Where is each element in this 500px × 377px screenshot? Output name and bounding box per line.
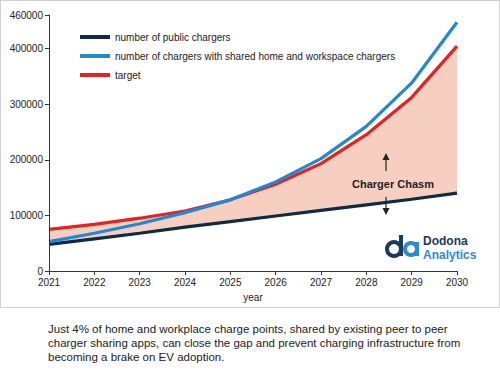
svg-text:Analytics: Analytics — [423, 248, 477, 262]
svg-text:2028: 2028 — [355, 277, 378, 288]
svg-text:400000: 400000 — [10, 43, 44, 54]
svg-text:number of public chargers: number of public chargers — [115, 32, 231, 43]
svg-text:target: target — [115, 70, 141, 81]
svg-text:2021: 2021 — [38, 277, 61, 288]
svg-text:460000: 460000 — [10, 10, 44, 21]
svg-text:2029: 2029 — [401, 277, 424, 288]
svg-text:2023: 2023 — [129, 277, 152, 288]
svg-text:year: year — [243, 292, 263, 303]
svg-text:Charger Chasm: Charger Chasm — [352, 178, 434, 190]
svg-text:2025: 2025 — [219, 277, 242, 288]
svg-text:2026: 2026 — [265, 277, 288, 288]
svg-text:100000: 100000 — [10, 210, 44, 221]
svg-text:2027: 2027 — [310, 277, 333, 288]
svg-text:0: 0 — [37, 266, 43, 277]
svg-text:2024: 2024 — [174, 277, 197, 288]
svg-text:200000: 200000 — [10, 154, 44, 165]
html-text:Just 4% of home and workplace: Just 4% of home and workplace charge poi… — [48, 323, 461, 363]
svg-text:300000: 300000 — [10, 99, 44, 110]
svg-text:2030: 2030 — [446, 277, 469, 288]
svg-text:2022: 2022 — [83, 277, 106, 288]
svg-text:number of chargers with shared: number of chargers with shared home and … — [115, 51, 395, 62]
svg-text:Dodona: Dodona — [423, 234, 468, 248]
